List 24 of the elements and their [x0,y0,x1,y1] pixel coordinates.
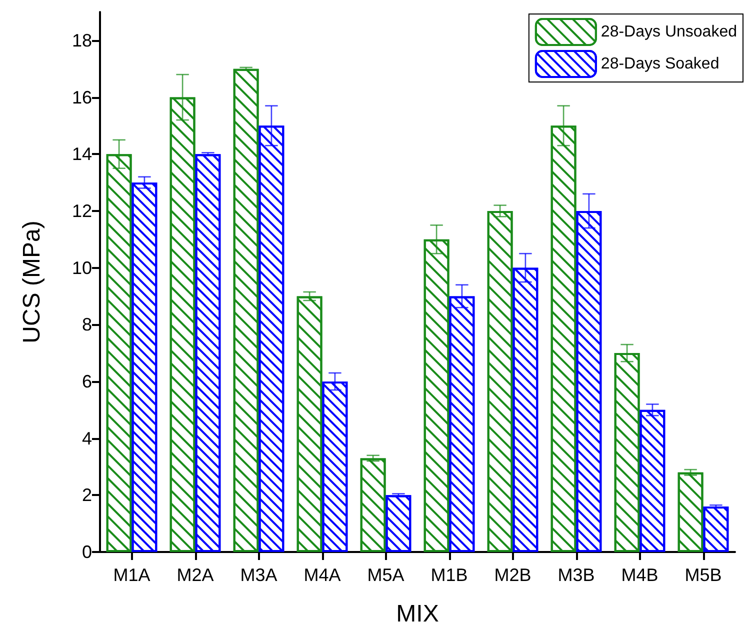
x-tick-label: M5B [684,565,722,585]
y-axis-title: UCS (MPa) [18,220,46,344]
y-tick-label: 10 [72,258,92,278]
legend-label: 28-Days Unsoaked [600,24,738,40]
x-tick-label: M1B [430,565,468,585]
y-tick-label: 6 [82,371,92,392]
y-tick-label: 14 [72,144,92,164]
x-tick-label: M2A [176,565,214,585]
x-tick-label: M4A [304,565,341,585]
y-tick-label: 12 [72,200,92,221]
x-tick-label: M5A [367,565,404,585]
y-tick-label: 2 [82,485,92,506]
y-tick-label: 0 [82,542,92,562]
y-tick-label: 18 [72,30,92,50]
y-tick-label: 8 [82,314,92,335]
legend-label: 28-Days Soaked [600,56,720,72]
y-tick-label: 16 [72,87,92,108]
x-tick-label: M3A [240,565,278,585]
x-axis-title: MIX [396,600,439,628]
x-tick-label: M1A [113,565,150,585]
y-tick-label: 4 [82,428,92,448]
x-tick-label: M4B [621,565,658,585]
x-tick-label: M2B [494,565,532,585]
x-tick-label: M3B [558,565,595,585]
